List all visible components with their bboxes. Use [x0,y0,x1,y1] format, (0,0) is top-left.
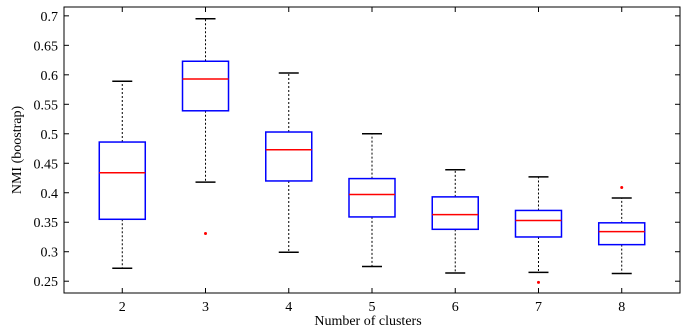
outlier-point [204,231,208,235]
iqr-box [98,141,147,221]
outlier-point [620,185,624,189]
box-2 [98,80,147,269]
x-tick-label: 8 [618,300,625,315]
iqr-box [597,222,646,246]
iqr-box [514,209,563,238]
x-tick-label: 4 [285,300,292,315]
box-5 [348,133,396,268]
box-8 [597,185,646,275]
y-axis-label: NMI (boostrap) [10,106,25,195]
y-tick-label: 0.7 [41,10,59,25]
y-tick-label: 0.45 [34,157,59,172]
x-tick-label: 7 [535,300,542,315]
y-tick-label: 0.6 [41,69,59,84]
x-tick-label: 2 [119,300,126,315]
box-7 [514,176,563,284]
boxes-layer [98,18,646,284]
y-tick-label: 0.35 [34,216,59,231]
outlier-point [536,280,540,284]
x-tick-label: 6 [452,300,459,315]
y-tick-label: 0.5 [41,128,59,143]
x-tick-label: 3 [202,300,209,315]
y-tick-label: 0.25 [34,275,59,290]
y-tick-label: 0.3 [41,246,59,261]
box-4 [265,72,313,254]
x-tick-label: 5 [369,300,376,315]
x-axis-label: Number of clusters [314,314,421,329]
ticks-layer: 0.25 0.3 0.35 0.4 0.45 0.5 0.55 0.6 0.65 0.7 2 3 4 5 6… [34,7,680,315]
iqr-box [348,177,396,218]
y-tick-label: 0.65 [34,39,59,54]
box-3 [181,18,230,235]
iqr-box [431,196,479,231]
y-tick-label: 0.55 [34,98,59,113]
y-tick-label: 0.4 [41,187,59,202]
iqr-box [265,131,313,182]
iqr-box [181,60,230,112]
box-6 [431,169,479,274]
